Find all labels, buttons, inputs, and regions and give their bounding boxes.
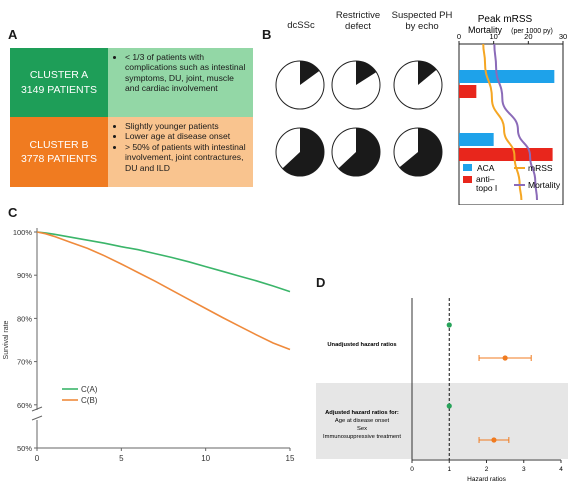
cluster-b-box: CLUSTER B 3778 PATIENTS <box>10 117 108 187</box>
y-tick-label: 80% <box>17 314 32 323</box>
adjusted-shading <box>316 383 568 459</box>
x-tick-label: 2 <box>485 466 489 473</box>
y-tick-label: 50% <box>17 444 32 453</box>
survival-curve-ca <box>36 231 291 293</box>
col-header-ph: Suspected PH by echo <box>391 10 453 32</box>
col-header-restrictive: Restrictive defect <box>335 10 381 32</box>
panel-d-label: D <box>316 275 326 290</box>
panel-b-label: B <box>262 27 272 42</box>
mortality-title: Mortality <box>468 25 503 35</box>
pie-slice <box>282 128 324 176</box>
x-axis-label: Hazard ratios <box>467 476 506 483</box>
adjusted-sublabel: Sex <box>357 426 367 432</box>
y-tick-label: 90% <box>17 271 32 280</box>
y-tick-label: 70% <box>17 358 32 367</box>
cluster-a-description: < 1/3 of patients with complications suc… <box>108 48 253 117</box>
bar-aca <box>459 133 494 146</box>
cluster-b-patients: 3778 PATIENTS <box>20 153 98 165</box>
pie-slice <box>338 128 380 176</box>
axis-break <box>31 406 43 412</box>
legend-swatch <box>463 176 472 183</box>
y-tick-label: 100% <box>13 228 33 237</box>
top-axis-tick-label: 10 <box>489 32 497 41</box>
x-tick-label: 15 <box>286 454 295 463</box>
survival-curve-cb <box>36 231 291 351</box>
legend-label: topo I <box>476 183 497 193</box>
mortality-unit: (per 1000 py) <box>511 28 553 35</box>
panel-a-label: A <box>8 27 18 42</box>
legend-swatch <box>463 164 472 171</box>
x-tick-label: 5 <box>119 454 124 463</box>
cluster-b-bullet: > 50% of patients with intestinal involv… <box>125 142 247 173</box>
hazard-point <box>491 437 497 443</box>
legend-label: Mortality <box>528 180 561 190</box>
hazard-point <box>446 322 452 328</box>
hazard-ratio-chart: 0 1 2 3 4 Hazard ratios Unadjusted hazard rati… <box>316 298 568 483</box>
legend-label: C(A) <box>81 385 98 394</box>
cluster-b-description: Slightly younger patients Lower age at d… <box>108 117 253 187</box>
pie-slice <box>356 61 377 85</box>
x-tick-label: 0 <box>35 454 40 463</box>
col-header-dcssc: dcSSc <box>287 20 315 31</box>
peak-mrss-title: Peak mRSS <box>478 14 533 25</box>
mortality-curve <box>493 43 538 201</box>
x-tick-label: 4 <box>559 466 563 473</box>
legend-label: mRSS <box>528 163 553 173</box>
axis-break <box>31 415 43 421</box>
adjusted-label: Adjusted hazard ratios for: <box>325 410 399 416</box>
panel-b-graphic: Peak mRSS Mortality (per 1000 py) 0 10 20 3… <box>275 14 567 205</box>
y-tick-label: 60% <box>17 401 32 410</box>
survival-chart: 100% 90% 80% 70% 60% 50%0 5 10 15 Survival rate C(… <box>3 228 295 463</box>
cluster-a-patients: 3149 PATIENTS <box>20 83 98 96</box>
y-axis-label: Survival rate <box>3 320 10 359</box>
cluster-a-name: CLUSTER A <box>29 69 89 82</box>
x-tick-label: 10 <box>201 454 210 463</box>
top-axis-tick-label: 0 <box>457 32 461 41</box>
legend-label: C(B) <box>81 396 98 405</box>
x-tick-label: 1 <box>447 466 451 473</box>
legend-label: ACA <box>477 163 495 173</box>
x-tick-label: 0 <box>410 466 414 473</box>
cluster-b-name: CLUSTER B <box>29 138 89 151</box>
bar-anti-topo <box>459 148 553 161</box>
hazard-point <box>502 355 508 361</box>
hazard-point <box>446 403 452 409</box>
pie-slice <box>300 60 320 85</box>
cluster-b-bullet: Lower age at disease onset <box>125 131 247 141</box>
top-axis-tick-label: 30 <box>559 32 567 41</box>
cluster-a-bullet: < 1/3 of patients with complications suc… <box>125 52 247 94</box>
panel-c-label: C <box>8 205 18 220</box>
adjusted-sublabel: Age at disease onset <box>335 418 390 424</box>
x-tick-label: 3 <box>522 466 526 473</box>
bar-anti-topo <box>459 85 477 98</box>
pie-slice <box>399 128 443 177</box>
adjusted-sublabel: Immunosuppressive treatment <box>323 434 401 440</box>
legend-label: anti– <box>476 174 495 184</box>
bar-aca <box>459 70 555 83</box>
cluster-a-box: CLUSTER A 3149 PATIENTS <box>10 48 108 117</box>
pie-slice <box>418 61 437 85</box>
top-axis-tick-label: 20 <box>524 32 532 41</box>
unadjusted-label: Unadjusted hazard ratios <box>327 342 396 348</box>
cluster-b-bullet: Slightly younger patients <box>125 121 247 131</box>
